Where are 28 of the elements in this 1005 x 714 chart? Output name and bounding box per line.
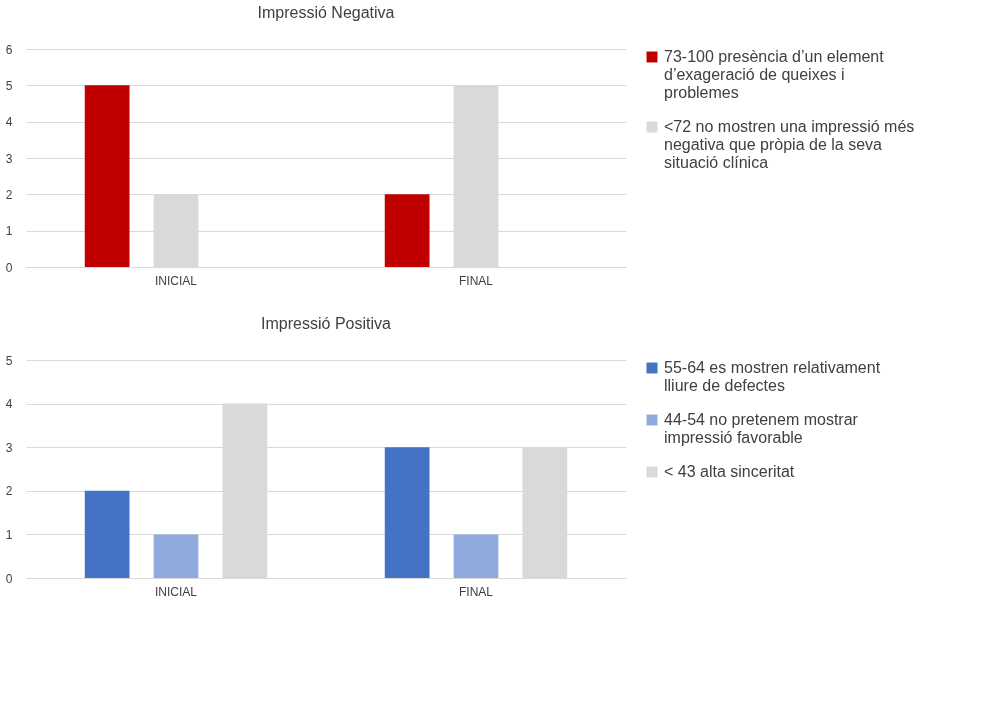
chart-title: Impressió Negativa [257,4,395,21]
y-tick-label: 0 [5,571,13,586]
legend-label: <72 no mostren una impressió més negativa que pròpia de la seva situació clínica [664,118,915,171]
y-tick-label: 2 [5,187,13,202]
bar [84,490,130,578]
y-tick-label: 1 [5,527,13,542]
x-tick-label: FINAL [458,584,494,599]
y-tick-label: 0 [5,260,13,275]
y-tick-label: 3 [5,440,13,455]
x-tick-label: FINAL [458,273,494,288]
y-tick-label: 4 [5,397,13,412]
legend-label: 55-64 es mostren relativament lliure de defectes [664,359,881,394]
bar [384,447,430,578]
y-tick-label: 5 [5,353,13,368]
bar [453,534,499,578]
y-tick-label: 2 [5,484,13,499]
x-tick-label: INICIAL [154,584,198,599]
legend-label: 44-54 no pretenem mostrar impressió favorable [664,411,859,446]
y-tick-label: 1 [5,224,13,239]
legend-label: 73-100 presència d’un element d’exageració de queixes i problemes [664,48,885,101]
legend-label: < 43 alta sinceritat [664,463,795,480]
x-tick-label: INICIAL [154,273,198,288]
bar [153,534,199,578]
chart-title: Impressió Positiva [261,315,392,332]
y-tick-label: 3 [5,151,13,166]
y-tick-label: 4 [5,115,13,130]
y-tick-label: 5 [5,78,13,93]
y-tick-label: 6 [5,42,13,57]
